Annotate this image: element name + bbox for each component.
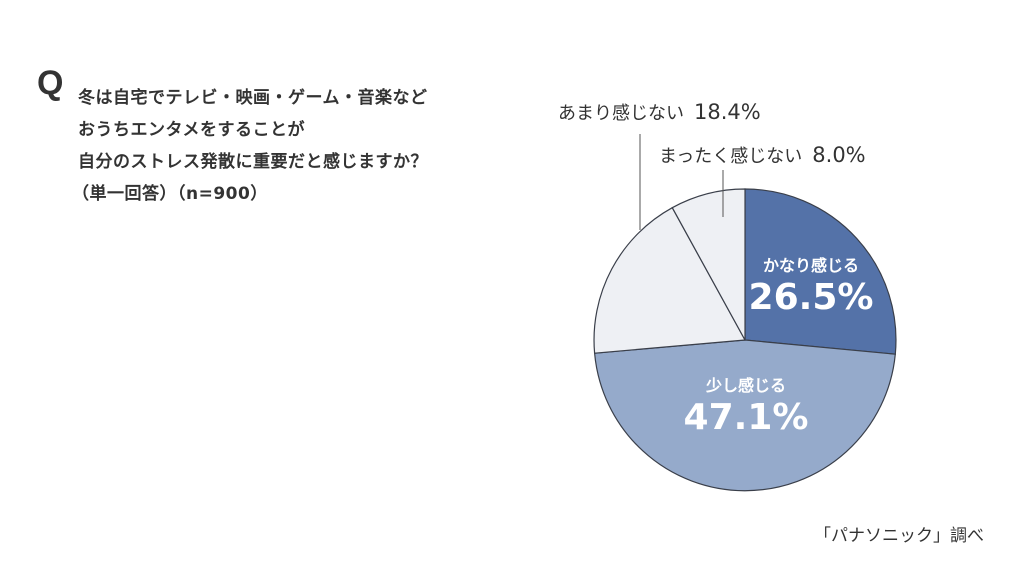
question-text: 冬は自宅でテレビ・映画・ゲーム・音楽など おうちエンタメをすることが 自分のスト… — [72, 82, 428, 210]
label-somewhat-feel-name: 少し感じる — [705, 376, 786, 395]
label-not-at-all-name: まったく感じない — [659, 146, 803, 167]
label-strongly-feel-name: かなり感じる — [762, 256, 859, 275]
slice-not-much — [593, 206, 746, 354]
label-not-at-all: まったく感じない 8.0% — [659, 142, 866, 168]
source-attribution: 「パナソニック」調べ — [814, 526, 984, 546]
label-not-much-name: あまり感じない — [558, 103, 684, 124]
label-somewhat-feel: 少し感じる 47.1% — [684, 376, 809, 440]
slice-somewhat-feel — [593, 339, 896, 492]
slice-not-at-all — [671, 188, 746, 341]
question-line-1: 冬は自宅でテレビ・映画・ゲーム・音楽など — [78, 88, 428, 108]
slice-strongly-feel — [744, 188, 897, 355]
label-not-much: あまり感じない 18.4% — [558, 99, 761, 125]
label-somewhat-feel-pct: 47.1% — [683, 397, 809, 438]
question-line-3: 自分のストレス発散に重要だと感じますか？ — [78, 152, 428, 172]
label-strongly-feel: かなり感じる 26.5% — [749, 256, 874, 320]
question-meta: （単一回答）（n=900） — [72, 184, 268, 204]
label-strongly-feel-pct: 26.5% — [748, 277, 874, 318]
label-not-much-pct: 18.4% — [694, 100, 761, 124]
question-mark-q: Q — [37, 64, 64, 102]
question-line-2: おうちエンタメをすることが — [78, 120, 305, 140]
label-not-at-all-pct: 8.0% — [812, 143, 866, 167]
